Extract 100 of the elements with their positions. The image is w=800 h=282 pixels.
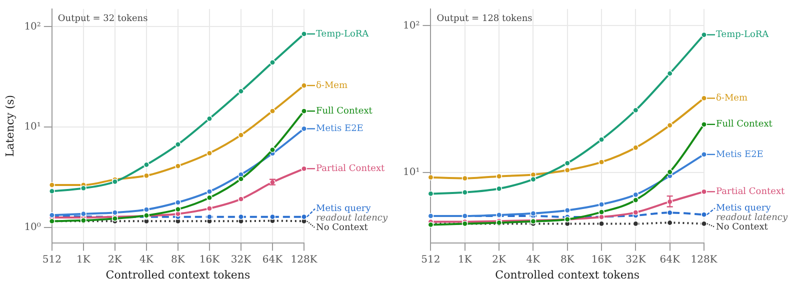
x-axis-title: Controlled context tokens [106,268,251,282]
point [701,188,707,195]
point [530,210,536,216]
point [174,206,181,212]
point [143,206,150,213]
legend-label: Full Context [716,120,773,130]
legend-label: Partial Context [316,164,386,174]
legend-label: Partial Context [716,187,786,198]
x-tick-label: 512 [421,254,440,266]
x-tick-label: 32K [230,254,252,266]
x-axis-title: Controlled context tokens [495,268,640,282]
point [598,159,605,166]
point [701,220,707,227]
legend-label: Metis query [716,204,772,214]
point [238,196,244,202]
x-tick-label: 128K [290,254,318,266]
point [701,212,707,218]
point [301,214,307,220]
point [206,116,212,122]
point [301,108,307,114]
text: Output = 32 tokens [58,14,148,24]
x-tick-label: 8K [560,254,575,266]
point [238,88,244,94]
legend-label: Temp-LoRA [716,30,770,40]
x-tick-label: 8K [171,254,186,266]
point [462,189,468,196]
x-tick-label: 4K [526,254,541,266]
y-tick-label: 10² [24,21,41,32]
point [206,150,212,156]
point [666,210,673,216]
point [564,167,570,174]
legend-label: δ-Mem [316,80,348,91]
x-tick-label: 16K [199,254,220,266]
point [269,59,276,66]
point [632,197,639,204]
point [701,32,707,38]
y-tick-label: 10⁰ [24,222,41,233]
point [269,146,276,153]
legend-label: Full Context [316,106,373,116]
point [701,121,707,128]
point [496,186,502,192]
x-tick-label: 1K [458,254,472,266]
legend-label: δ-Mem [716,94,748,104]
annotation: readout latency [316,214,388,224]
point [632,144,639,151]
point [666,70,673,77]
point [143,162,150,168]
point [632,209,639,216]
x-tick-label: 4K [140,254,154,266]
point [206,188,212,195]
y-tick-label: 10¹ [403,167,420,178]
y-tick-label: 10² [403,20,420,32]
point [564,207,570,214]
x-tick-label: 2K [492,254,506,266]
point [238,132,244,138]
y-axis-title: Latency (s) [3,94,16,157]
point [598,136,605,143]
point [564,160,570,166]
point [530,176,536,182]
point [206,205,212,212]
legend-label: No Context [716,222,768,232]
point [701,95,707,102]
legend-label: Metis E2E [716,150,764,160]
legend-label: Temp-LoRA [316,29,370,40]
x-tick-label: 16K [591,254,612,266]
point [701,151,707,158]
x-tick-label: 2K [108,254,122,266]
point [206,194,212,201]
x-tick-label: 512 [42,254,62,266]
point [80,210,86,217]
point [666,122,673,128]
point [496,173,502,180]
x-tick-label: 128K [690,254,718,266]
point [301,166,307,172]
x-tick-label: 64K [660,254,680,266]
text: Output = 128 tokens [436,14,533,24]
point [632,107,639,114]
point [80,185,86,192]
point [174,141,181,148]
point [206,214,212,220]
x-tick-label: 32K [626,254,646,266]
point [269,108,276,114]
x-tick-label: 1K [76,254,91,266]
annotation: readout latency [716,213,788,223]
legend-label: Metis E2E [316,124,364,134]
point [174,199,181,206]
point [301,82,307,89]
legend-label: No Context [316,223,368,234]
point [143,172,150,179]
point [598,209,605,216]
point [238,176,244,182]
point [462,175,468,182]
point [301,126,307,132]
point [666,169,673,176]
point [598,201,605,208]
point [632,220,639,227]
point [112,210,118,216]
x-tick-label: 64K [262,254,284,266]
y-tick-label: 10¹ [24,122,41,133]
point [301,30,307,37]
